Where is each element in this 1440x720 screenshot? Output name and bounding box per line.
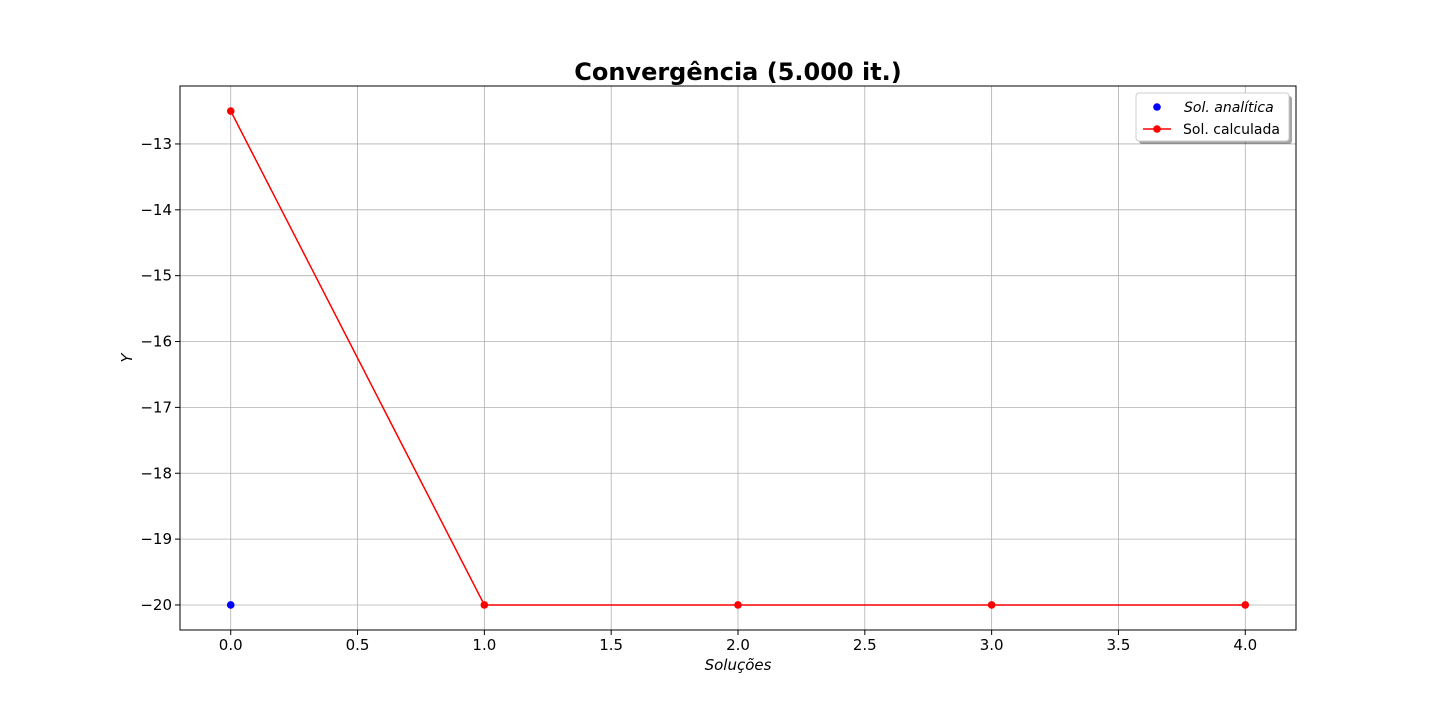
series-layer [226, 107, 1250, 609]
y-tick-label: −20 [140, 596, 172, 614]
x-tick-label: 2.5 [853, 636, 877, 654]
y-tick-label: −14 [140, 201, 172, 219]
data-point-sol-calculada [1241, 601, 1250, 609]
x-axis-label: Soluções [705, 656, 772, 674]
data-point-sol-anal-tica [226, 601, 235, 609]
y-tick-label: −16 [140, 333, 172, 351]
data-point-sol-calculada [734, 601, 742, 609]
data-point-sol-calculada [226, 107, 235, 115]
x-tick-label: 3.5 [1107, 636, 1131, 654]
x-tick-label: 1.5 [599, 636, 623, 654]
legend-label-sol-analitica: Sol. analítica [1184, 100, 1274, 116]
x-tick-label: 4.0 [1233, 636, 1257, 654]
legend-box [1135, 92, 1290, 142]
data-point-sol-calculada [987, 601, 996, 609]
x-tick-label: 2.0 [726, 636, 750, 654]
legend-label-sol-calculada: Sol. calculada [1183, 122, 1280, 138]
chart-title: Convergência (5.000 it.) [574, 58, 902, 86]
y-tick-label: −18 [140, 464, 172, 482]
legend: Sol. analítica Sol. calculada [1135, 92, 1292, 144]
x-tick-label: 0.5 [346, 636, 370, 654]
y-tick-label: −13 [140, 135, 172, 153]
x-tick-label: 1.0 [472, 636, 496, 654]
legend-marker-sol-calculada [1153, 125, 1161, 133]
y-axis-label: Y [118, 352, 136, 363]
grid [180, 86, 1296, 630]
legend-marker-sol-analitica [1153, 103, 1161, 111]
y-tick-label: −15 [140, 267, 172, 285]
x-tick-label: 3.0 [980, 636, 1004, 654]
x-tick-label: 0.0 [219, 636, 243, 654]
x-axis: 0.0 0.5 1.0 1.5 2.0 2.5 3.0 3.5 4.0 [219, 630, 1257, 654]
data-point-sol-calculada [480, 601, 489, 609]
y-tick-label: −17 [140, 398, 172, 416]
y-axis: −13 −14 −15 −16 −17 −18 −19 −20 [140, 135, 180, 614]
y-tick-label: −19 [140, 530, 172, 548]
